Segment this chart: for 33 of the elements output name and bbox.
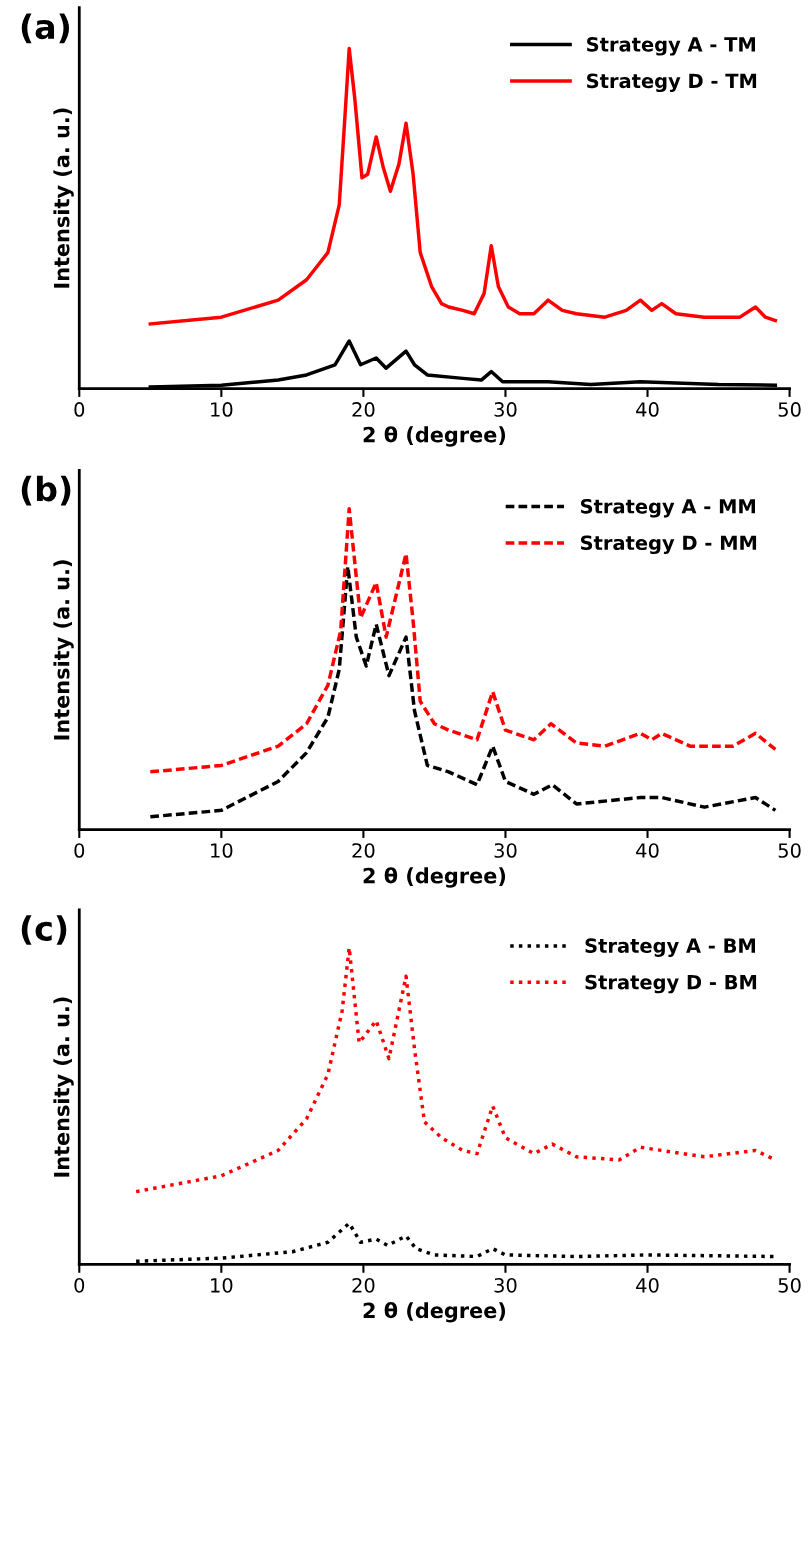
x-tick-label: 0 — [74, 402, 85, 417]
legend-label: Strategy D - MM — [580, 535, 757, 555]
x-tick-label: 0 — [74, 843, 85, 858]
x-tick-label: 40 — [636, 1277, 659, 1293]
legend-label: Strategy D - BM — [585, 974, 757, 994]
legend-label: Strategy A - MM — [580, 498, 755, 518]
legend-label: Strategy A - TM — [587, 36, 755, 56]
x-tick-label: 40 — [636, 402, 659, 417]
x-tick-label: 30 — [494, 843, 517, 858]
legend-label: Strategy D - TM — [587, 73, 757, 93]
x-tick-label: 50 — [778, 1277, 801, 1293]
x-tick-label: 50 — [778, 402, 801, 417]
x-tick-label: 20 — [352, 843, 375, 858]
chart-title: (a) — [21, 13, 69, 44]
y-axis-title: Intensity (a. u.) — [53, 997, 74, 1177]
x-axis-title: 2 θ (degree) — [363, 867, 506, 888]
x-tick-label: 10 — [211, 1277, 233, 1293]
x-tick-label: 30 — [494, 402, 517, 417]
x-tick-label: 20 — [352, 1277, 375, 1293]
y-axis-title: Intensity (a. u.) — [53, 560, 74, 740]
x-tick-label: 50 — [778, 843, 801, 858]
x-tick-label: 10 — [211, 402, 233, 417]
x-axis-title: 2 θ (degree) — [363, 1302, 506, 1323]
x-tick-label: 0 — [74, 1277, 85, 1293]
x-tick-label: 30 — [494, 1277, 517, 1293]
chart-title: (b) — [21, 475, 71, 506]
legend-label: Strategy A - BM — [585, 938, 755, 957]
chart-title: (c) — [21, 915, 67, 945]
x-axis-title: 2 θ (degree) — [363, 426, 506, 447]
x-tick-label: 20 — [352, 402, 375, 417]
x-tick-label: 40 — [636, 843, 659, 858]
y-axis-title: Intensity (a. u.) — [53, 108, 74, 288]
x-tick-label: 10 — [211, 843, 233, 858]
